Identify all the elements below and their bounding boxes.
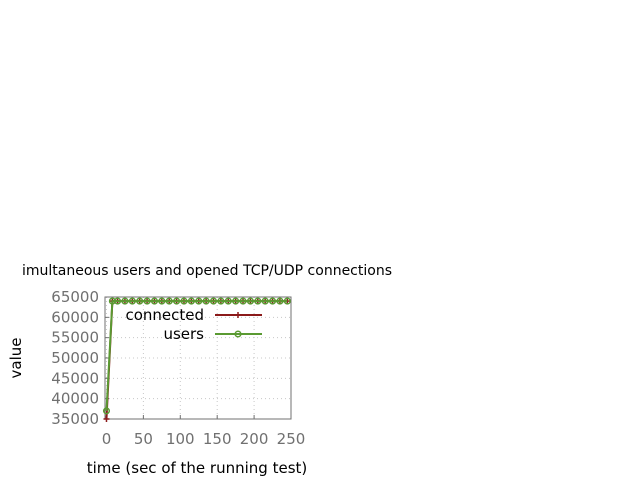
legend-key-users	[215, 330, 262, 338]
data-point-users	[217, 297, 225, 305]
legend: connected users	[125, 306, 262, 343]
data-point-users	[121, 297, 129, 305]
data-point-users	[202, 297, 210, 305]
data-point-users	[158, 297, 166, 305]
data-point-users	[239, 297, 247, 305]
data-point-connected	[103, 416, 110, 422]
x-tick-label: 0	[102, 430, 112, 448]
data-point-users	[232, 297, 240, 305]
legend-label-connected: connected	[125, 306, 204, 324]
legend-key-connected	[215, 312, 262, 318]
data-point-users	[173, 297, 181, 305]
legend-marker-users	[234, 330, 242, 338]
data-point-users	[246, 297, 254, 305]
data-point-users	[283, 297, 291, 305]
data-point-users	[165, 297, 173, 305]
y-tick-label: 60000	[51, 308, 99, 326]
data-point-users	[276, 297, 284, 305]
y-tick-label: 50000	[51, 349, 99, 367]
data-point-users	[195, 297, 203, 305]
data-point-users	[143, 297, 151, 305]
data-point-users	[113, 297, 122, 305]
legend-label-users: users	[163, 325, 204, 343]
x-axis-ticks: 0 50 100 150 200 250	[102, 415, 306, 448]
data-point-users	[224, 297, 232, 305]
data-point-users	[187, 297, 195, 305]
series-layer	[102, 297, 291, 422]
series-users	[102, 297, 291, 415]
data-point-users	[180, 297, 188, 305]
y-tick-label: 65000	[51, 288, 99, 306]
data-point-users	[209, 297, 218, 305]
data-point-users	[261, 297, 269, 305]
y-tick-label: 55000	[51, 329, 99, 347]
data-point-users	[136, 297, 144, 305]
data-point-users	[150, 297, 159, 305]
data-point-users	[268, 297, 277, 305]
x-tick-label: 150	[203, 430, 232, 448]
x-tick-label: 100	[166, 430, 195, 448]
y-tick-label: 35000	[51, 410, 99, 428]
data-point-users	[254, 297, 262, 305]
y-tick-label: 40000	[51, 390, 99, 408]
x-tick-label: 250	[277, 430, 306, 448]
legend-marker-connected	[235, 312, 241, 318]
x-tick-label: 50	[134, 430, 153, 448]
chart-title: imultaneous users and opened TCP/UDP con…	[22, 263, 392, 279]
x-axis-label: time (sec of the running test)	[87, 459, 308, 477]
data-point-users	[102, 407, 111, 415]
series-line-users	[105, 300, 288, 411]
y-tick-label: 45000	[51, 369, 99, 387]
y-axis-label: value	[7, 338, 25, 379]
y-axis-ticks: 35000 40000 45000 50000 55000 60000 65000	[51, 288, 109, 428]
x-tick-label: 200	[240, 430, 269, 448]
data-point-users	[128, 297, 136, 305]
